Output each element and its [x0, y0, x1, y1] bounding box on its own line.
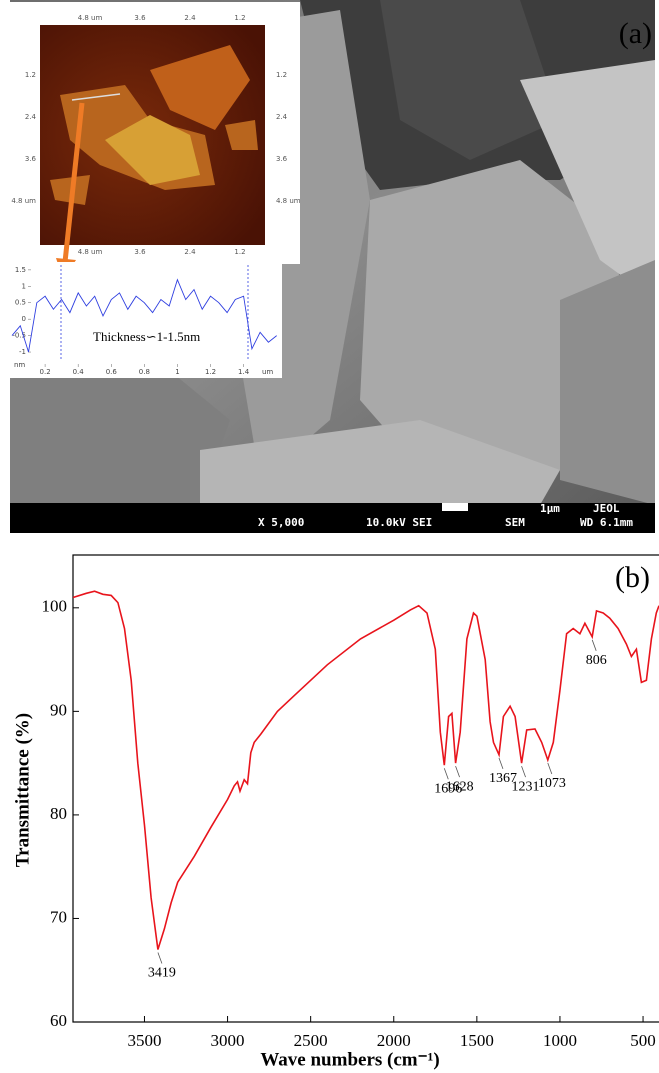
- y-tick-label: 90: [50, 700, 67, 719]
- sem-voltage: 10.0kV SEI: [366, 516, 432, 529]
- x-tick-label: 0.2: [40, 368, 51, 376]
- x-tick-label: 0.4: [73, 368, 85, 376]
- afm-tick: 4.8 um: [276, 197, 301, 205]
- peak-leader: [591, 639, 597, 651]
- peak-leader: [443, 768, 449, 780]
- peak-label: 1367: [489, 771, 517, 786]
- x-tick-label: 1500: [460, 1031, 494, 1050]
- afm-tick: 3.6: [134, 248, 146, 256]
- x-tick-label: 2000: [377, 1031, 411, 1050]
- y-tick-label: 0: [22, 315, 26, 323]
- afm-tick: 4.8 um: [11, 197, 36, 205]
- peak-leader: [157, 952, 163, 964]
- x-tick-label: 3500: [127, 1031, 161, 1050]
- afm-tick: 2.4: [184, 14, 196, 22]
- y-tick-label: 60: [50, 1011, 67, 1030]
- peak-leader: [521, 765, 526, 778]
- spectrum-line: [11, 278, 277, 353]
- peak-label: 1073: [538, 776, 566, 791]
- y-tick-label: 0.5: [15, 299, 26, 307]
- sem-image: [10, 0, 655, 533]
- y-unit: nm: [14, 361, 25, 369]
- peak-leader: [547, 762, 553, 775]
- peak-label: 1231: [512, 779, 540, 794]
- afm-tick: 4.8 um: [78, 248, 103, 256]
- sem-scale: 1μm: [540, 502, 560, 515]
- peak-label: 1628: [446, 779, 474, 794]
- y-tick-label: -0.5: [12, 332, 26, 340]
- y-tick-label: 1: [22, 282, 26, 290]
- sem-wd: WD 6.1mm: [580, 516, 633, 529]
- peak-label: 1696: [434, 781, 462, 796]
- afm-tick: 3.6: [276, 155, 288, 163]
- y-axis-title: Transmittance (%): [12, 713, 33, 867]
- peak-label: 806: [586, 653, 607, 668]
- x-tick-label: 1: [175, 368, 179, 376]
- x-tick-label: 1.2: [205, 368, 216, 376]
- x-tick-label: 2500: [294, 1031, 328, 1050]
- x-tick-label: 0.8: [139, 368, 150, 376]
- afm-tick: 1.2: [234, 14, 245, 22]
- afm-tick: 2.4: [25, 113, 37, 121]
- panel-label: (a): [619, 17, 652, 50]
- peak-leader: [455, 765, 460, 778]
- x-tick-label: 3000: [211, 1031, 245, 1050]
- x-tick-label: 0.6: [106, 368, 118, 376]
- sem-magnification: X 5,000: [258, 516, 304, 529]
- afm-tick: 2.4: [184, 248, 196, 256]
- plot-frame: [72, 554, 659, 1023]
- profile-annotation: Thickness∽1-1.5nm: [93, 329, 200, 344]
- x-unit: um: [262, 368, 273, 376]
- panel-label: (b): [615, 561, 650, 594]
- sem-maker: JEOL: [593, 502, 620, 515]
- peak-label: 3419: [148, 966, 176, 981]
- x-tick-label: 1000: [543, 1031, 577, 1050]
- peak-leader: [498, 757, 504, 769]
- afm-tick: 1.2: [276, 71, 287, 79]
- x-tick-label: 1.4: [238, 368, 250, 376]
- afm-tick: 3.6: [25, 155, 37, 163]
- profile-inset: [10, 262, 282, 378]
- y-tick-label: -1: [19, 348, 26, 356]
- y-tick-label: 100: [42, 597, 68, 616]
- x-tick-label: 500: [630, 1031, 656, 1050]
- y-tick-label: 70: [50, 907, 67, 926]
- sem-mode: SEM: [505, 516, 525, 529]
- afm-tick: 4.8 um: [78, 14, 103, 22]
- afm-tick: 1.2: [25, 71, 36, 79]
- afm-inset: [10, 2, 300, 280]
- y-tick-label: 80: [50, 804, 67, 823]
- y-tick-label: 1.5: [15, 266, 26, 274]
- afm-tick: 2.4: [276, 113, 288, 121]
- spectrum-line: [72, 590, 659, 950]
- x-axis-title: Wave numbers (cm⁻¹): [260, 1049, 439, 1070]
- afm-tick: 3.6: [134, 14, 146, 22]
- afm-tick: 1.2: [234, 248, 245, 256]
